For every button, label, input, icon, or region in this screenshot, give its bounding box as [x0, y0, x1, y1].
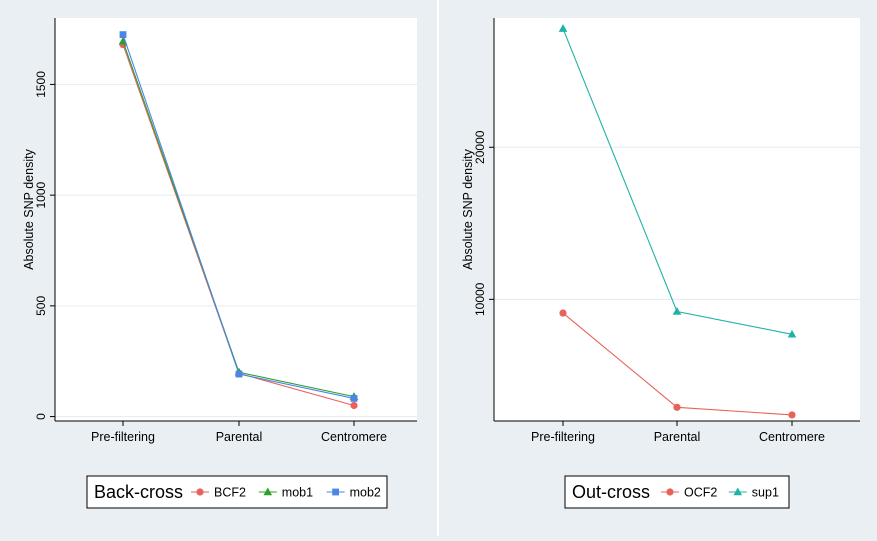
x-tick-label: Pre-filtering [91, 430, 155, 444]
legend-marker-OCF2 [666, 488, 674, 496]
y-axis-label: Absolute SNP density [461, 148, 475, 269]
chart-panel-1: 0 500 1000 1500 Pre-filtering Parental Centrom… [22, 18, 417, 509]
legend-label-OCF2: OCF2 [684, 486, 717, 500]
legend-label-sup1: sup1 [752, 486, 779, 500]
data-point-mob2 [119, 31, 127, 39]
x-tick-label: Parental [216, 430, 263, 444]
x-tick-label: Centromere [759, 430, 825, 444]
legend: Out-cross OCF2 sup1 [564, 475, 790, 509]
plot-area [494, 18, 860, 421]
data-point-sup1 [558, 24, 568, 32]
y-tick-label: 500 [34, 296, 48, 316]
x-tick-label: Centromere [321, 430, 387, 444]
legend-label-mob2: mob2 [350, 486, 381, 500]
plot-area [55, 18, 417, 421]
chart-panel-2: 10000 20000 Pre-filtering Parental Centromer… [461, 18, 860, 509]
data-point-sup1 [672, 307, 682, 315]
x-tick-label: Pre-filtering [531, 430, 595, 444]
legend: Back-cross BCF2 mob1 mob2 [86, 475, 388, 509]
legend-title: Out-cross [572, 482, 650, 502]
legend-label-mob1: mob1 [282, 486, 313, 500]
data-point-BCF2 [350, 401, 358, 410]
data-point-mob2 [350, 395, 358, 402]
y-tick-label: 10000 [473, 282, 487, 316]
data-point-OCF2 [559, 309, 567, 317]
legend-marker-BCF2 [196, 488, 204, 496]
legend-title: Back-cross [94, 482, 183, 502]
legend-marker-mob1 [263, 487, 273, 496]
data-point-sup1 [787, 329, 797, 338]
y-tick-label: 1000 [34, 181, 48, 208]
y-tick-label: 20000 [473, 130, 487, 164]
legend-marker-mob2 [332, 488, 339, 496]
data-point-OCF2 [673, 403, 681, 411]
legend-marker-sup1 [733, 487, 743, 496]
legend-label-BCF2: BCF2 [214, 486, 246, 500]
data-point-mob2 [235, 370, 243, 378]
data-point-OCF2 [788, 411, 796, 419]
y-tick-label: 0 [34, 413, 48, 420]
x-tick-label: Parental [654, 430, 701, 444]
y-tick-label: 1500 [34, 71, 48, 98]
y-axis-label: Absolute SNP density [22, 148, 36, 269]
